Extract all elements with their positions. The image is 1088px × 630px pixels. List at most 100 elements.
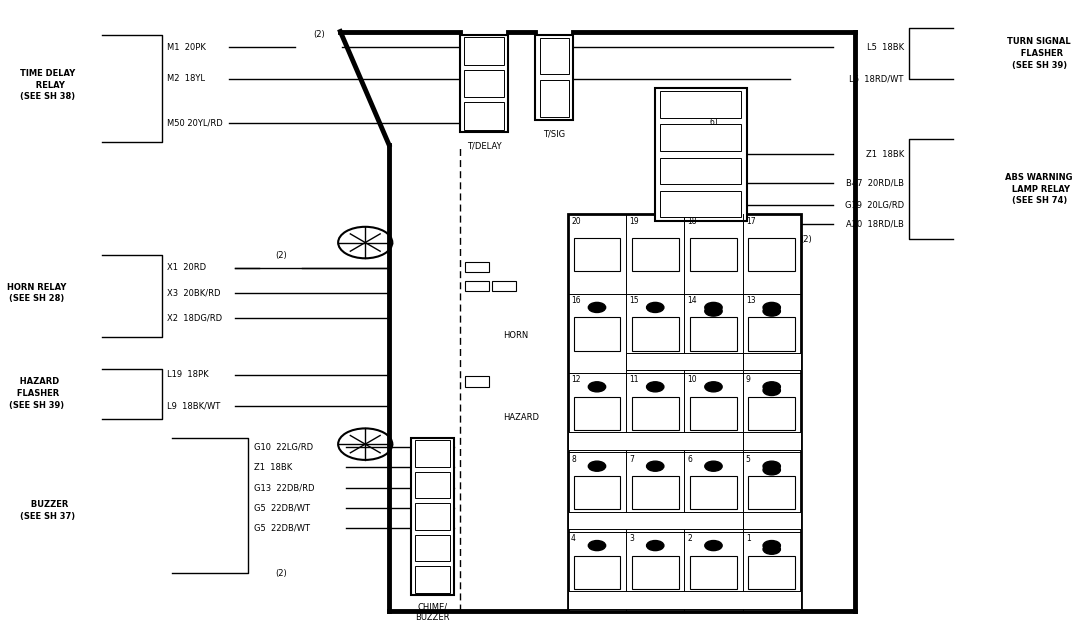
Bar [465, 262, 489, 272]
Circle shape [705, 302, 722, 312]
Text: 10: 10 [688, 375, 697, 384]
Text: Z1  18BK: Z1 18BK [254, 463, 292, 472]
Text: X1  20RD: X1 20RD [166, 263, 206, 272]
Text: 5: 5 [746, 455, 751, 464]
Bar [568, 214, 801, 611]
Text: 6: 6 [688, 455, 692, 464]
Circle shape [589, 541, 606, 551]
Text: 11: 11 [629, 375, 639, 384]
Text: L9  18BK/WT: L9 18BK/WT [166, 402, 220, 411]
Bar [749, 238, 795, 272]
Bar [463, 37, 504, 65]
Circle shape [589, 382, 606, 392]
Bar [540, 38, 569, 74]
Circle shape [763, 544, 780, 554]
Text: X2  18DG/RD: X2 18DG/RD [166, 314, 222, 323]
Text: 16: 16 [571, 296, 581, 305]
Circle shape [763, 465, 780, 475]
Text: TURN SIGNAL
  FLASHER
(SEE SH 39): TURN SIGNAL FLASHER (SEE SH 39) [1007, 37, 1071, 70]
Bar [632, 556, 679, 589]
Text: T/DELAY: T/DELAY [467, 142, 502, 151]
Text: X3  20BK/RD: X3 20BK/RD [166, 289, 221, 297]
Text: 61: 61 [709, 118, 719, 127]
Text: 9: 9 [746, 375, 751, 384]
Text: B47  20RD/LB: B47 20RD/LB [845, 178, 904, 187]
Bar [416, 440, 449, 467]
Bar [626, 353, 743, 370]
Text: M2  18YL: M2 18YL [166, 74, 205, 83]
Text: G13  22DB/RD: G13 22DB/RD [254, 483, 314, 492]
Bar [416, 535, 449, 561]
Bar [416, 503, 449, 530]
Bar [535, 35, 573, 120]
Bar [632, 397, 679, 430]
Text: T/SIG: T/SIG [543, 129, 566, 138]
Bar [573, 556, 620, 589]
Circle shape [763, 461, 780, 471]
Text: 18: 18 [688, 217, 697, 226]
Text: (2): (2) [275, 251, 286, 260]
Text: 59: 59 [672, 144, 682, 152]
Bar [463, 102, 504, 130]
Bar [568, 512, 743, 529]
Bar [690, 238, 737, 272]
Bar [465, 376, 489, 387]
Text: HORN: HORN [503, 331, 528, 340]
Text: 13: 13 [746, 296, 755, 305]
Bar [660, 158, 741, 184]
Bar [632, 476, 679, 510]
Bar [416, 566, 449, 593]
Text: M50 20YL/RD: M50 20YL/RD [166, 118, 223, 127]
Text: 7: 7 [629, 455, 634, 464]
Bar [573, 476, 620, 510]
Circle shape [646, 541, 664, 551]
Bar [660, 125, 741, 151]
Bar [492, 281, 516, 291]
Text: 19: 19 [629, 217, 639, 226]
Bar [743, 353, 801, 370]
Text: 4: 4 [571, 534, 576, 543]
Bar [573, 238, 620, 272]
Text: HORN RELAY
(SEE SH 28): HORN RELAY (SEE SH 28) [8, 282, 66, 304]
Circle shape [763, 302, 780, 312]
Text: 20: 20 [571, 217, 581, 226]
Circle shape [646, 382, 664, 392]
Text: 1: 1 [746, 534, 751, 543]
Text: Z1  18BK: Z1 18BK [866, 150, 904, 159]
Circle shape [763, 306, 780, 316]
Text: CHIME/
BUZZER: CHIME/ BUZZER [416, 603, 449, 622]
Text: L19  18PK: L19 18PK [166, 370, 209, 379]
Bar [416, 472, 449, 498]
Circle shape [763, 382, 780, 392]
Text: (2): (2) [801, 235, 812, 244]
Text: 12: 12 [571, 375, 581, 384]
Bar [660, 91, 741, 118]
Text: L6  18RD/WT: L6 18RD/WT [850, 74, 904, 83]
Text: HAZARD
 FLASHER
(SEE SH 39): HAZARD FLASHER (SEE SH 39) [10, 377, 64, 410]
Bar [749, 397, 795, 430]
Bar [465, 281, 489, 291]
Text: 14: 14 [688, 296, 697, 305]
Text: 62: 62 [709, 144, 719, 152]
Bar [749, 318, 795, 351]
Bar [573, 318, 620, 351]
Text: 3: 3 [629, 534, 634, 543]
Text: G5  22DB/WT: G5 22DB/WT [254, 524, 310, 532]
Circle shape [705, 382, 722, 392]
Bar [690, 397, 737, 430]
Text: ABS WARNING
 LAMP RELAY
(SEE SH 74): ABS WARNING LAMP RELAY (SEE SH 74) [1005, 173, 1073, 205]
Circle shape [589, 302, 606, 312]
Text: HAZARD: HAZARD [503, 413, 539, 422]
Circle shape [705, 541, 722, 551]
Bar [632, 238, 679, 272]
Bar [459, 35, 508, 132]
Bar [540, 80, 569, 117]
Text: G5  22DB/WT: G5 22DB/WT [254, 503, 310, 512]
Text: TIME DELAY
  RELAY
(SEE SH 38): TIME DELAY RELAY (SEE SH 38) [20, 69, 75, 101]
Text: 17: 17 [746, 217, 755, 226]
Bar [690, 556, 737, 589]
Bar [632, 318, 679, 351]
Text: (2): (2) [312, 30, 324, 39]
Circle shape [705, 306, 722, 316]
Circle shape [589, 461, 606, 471]
